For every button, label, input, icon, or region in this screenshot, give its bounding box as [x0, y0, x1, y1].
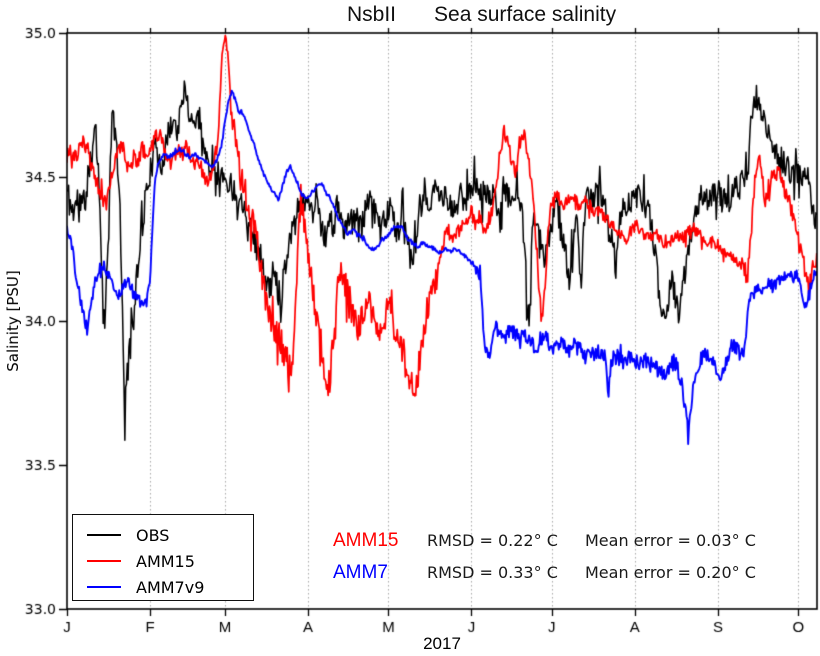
legend-item-obs: OBS: [87, 522, 253, 548]
legend-item-amm7v9: AMM7v9: [87, 574, 253, 600]
variable-name: Sea surface salinity: [434, 3, 617, 26]
stats-row-amm7: AMM7 RMSD = 0.33° C Mean error = 0.20° C: [333, 562, 793, 584]
stats-row-amm15: AMM15 RMSD = 0.22° C Mean error = 0.03° …: [333, 530, 793, 552]
obs-line-swatch: [87, 534, 121, 536]
legend-item-amm15: AMM15: [87, 548, 253, 574]
chart-title: NsbII Sea surface salinity: [347, 3, 616, 27]
amm7v9-line-swatch: [87, 586, 121, 588]
station-name: NsbII: [347, 3, 397, 26]
legend-label-obs: OBS: [136, 525, 170, 545]
stats-mean-error-amm7: Mean error = 0.20° C: [585, 563, 756, 582]
legend-label-amm15: AMM15: [136, 551, 195, 571]
stats-rmsd-amm7: RMSD = 0.33° C: [427, 563, 558, 582]
stats-rmsd-amm15: RMSD = 0.22° C: [427, 531, 558, 550]
stats-model-amm15: AMM15: [333, 530, 399, 551]
stats-mean-error-amm15: Mean error = 0.03° C: [585, 531, 756, 550]
x-axis-label: 2017: [423, 634, 461, 653]
y-axis-label: Salinity [PSU]: [4, 270, 22, 372]
amm15-line-swatch: [87, 560, 121, 562]
stats-model-amm7: AMM7: [333, 562, 388, 583]
legend: OBS AMM15 AMM7v9: [72, 514, 254, 601]
legend-label-amm7v9: AMM7v9: [136, 577, 205, 597]
